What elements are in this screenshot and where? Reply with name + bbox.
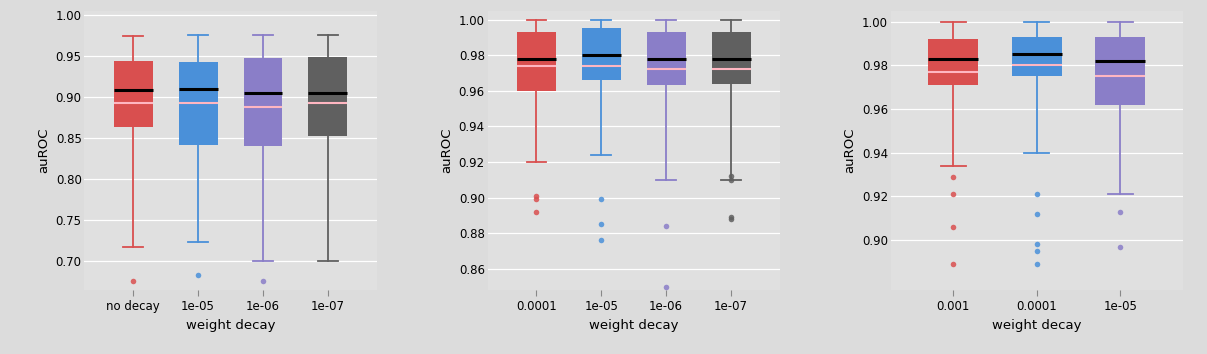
Bar [647,32,686,85]
X-axis label: weight decay: weight decay [992,319,1081,332]
X-axis label: weight decay: weight decay [186,319,275,332]
Bar [309,57,348,136]
Bar [1095,37,1145,104]
Y-axis label: auROC: auROC [37,128,51,173]
Bar [179,62,217,145]
Bar [1011,37,1062,76]
Y-axis label: auROC: auROC [844,128,856,173]
Bar [244,57,282,146]
Bar [113,61,152,127]
Bar [517,32,555,91]
Bar [582,28,620,80]
Y-axis label: auROC: auROC [441,128,453,173]
Bar [928,39,979,85]
Bar [712,32,751,84]
X-axis label: weight decay: weight decay [589,319,678,332]
